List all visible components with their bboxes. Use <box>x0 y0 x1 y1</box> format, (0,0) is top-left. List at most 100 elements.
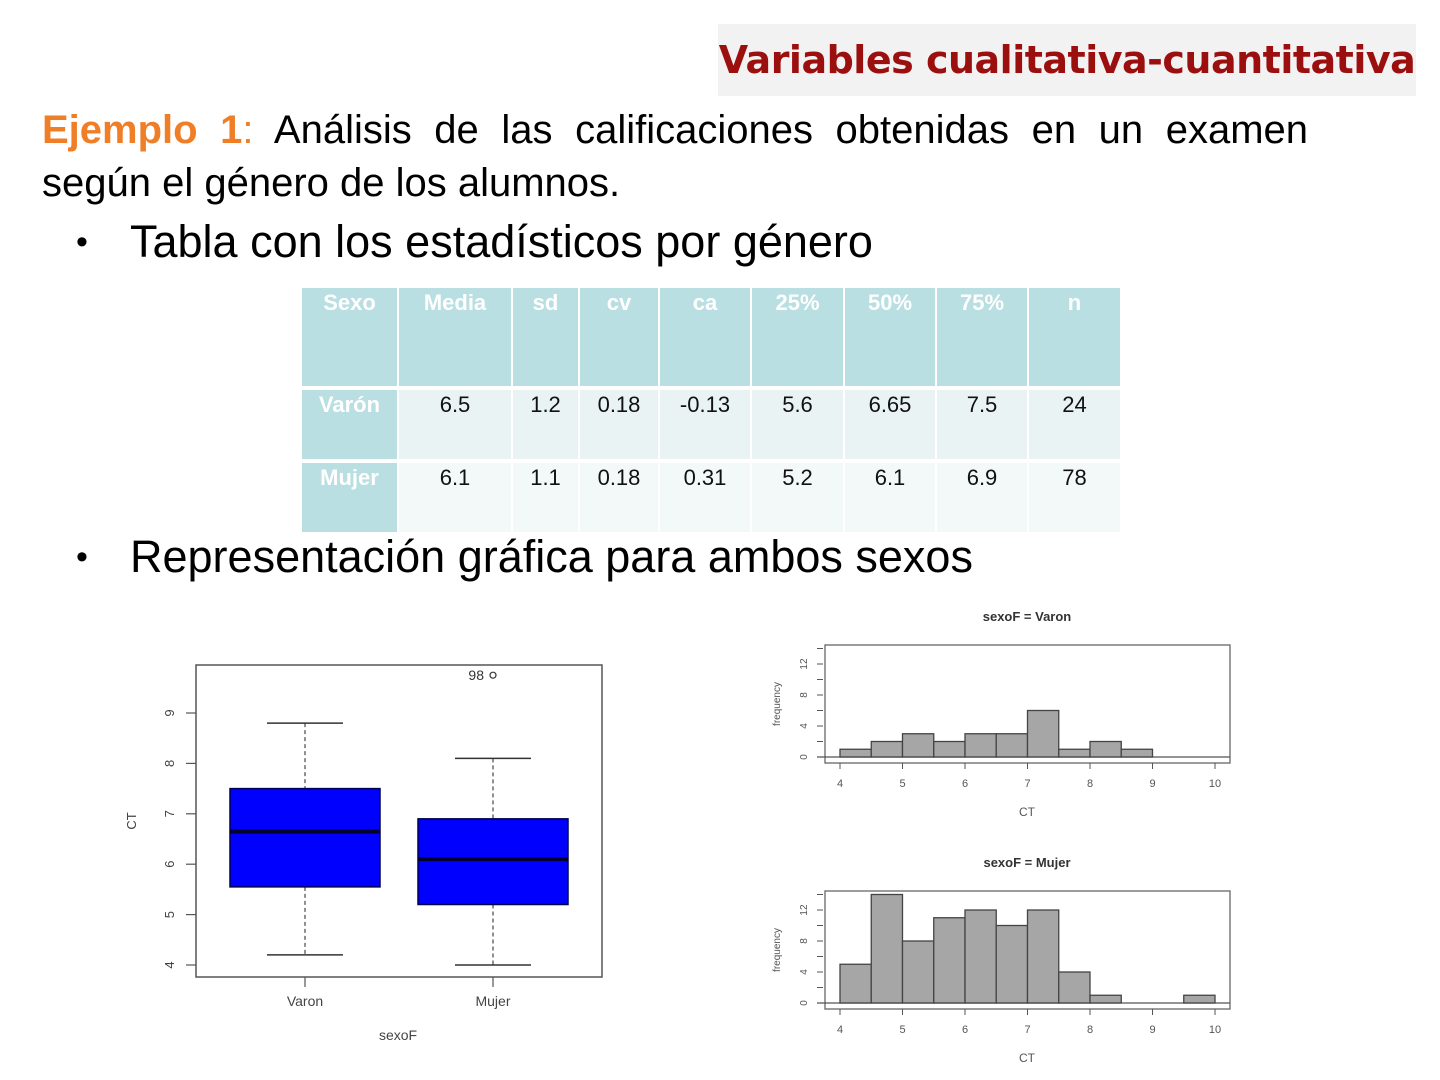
col-header-n: n <box>1029 288 1120 386</box>
y-tick-label: 6 <box>162 861 177 868</box>
col-header-cv: cv <box>580 288 658 386</box>
outlier-point <box>489 671 497 679</box>
cell-p25: 5.6 <box>752 386 843 459</box>
col-header-p50: 50% <box>845 288 935 386</box>
x-tick-label: 10 <box>1209 778 1221 790</box>
col-header-media: Media <box>399 288 511 386</box>
histogram-bar <box>995 733 1029 758</box>
cell-n: 24 <box>1029 386 1120 459</box>
cell-media: 6.1 <box>399 459 511 532</box>
histogram-varon: sexoF = Varon 0 4 8 12 frequency 4 5 6 7 8 9 10 CT <box>772 609 1231 819</box>
y-tick-label: 9 <box>162 709 177 716</box>
outlier-label: 98 <box>468 667 484 683</box>
col-header-p25: 25% <box>752 288 843 386</box>
bullet-marker: • <box>76 538 88 576</box>
histogram-bar <box>1120 748 1154 758</box>
cell-p25: 5.2 <box>752 459 843 532</box>
x-tick-label: 5 <box>899 1024 905 1036</box>
histogram-bar <box>870 893 904 1004</box>
table-row: Varón 6.5 1.2 0.18 -0.13 5.6 6.65 7.5 24 <box>302 386 1120 459</box>
y-axis-label: frequency <box>772 682 783 726</box>
stats-table: Sexo Media sd cv ca 25% 50% 75% n Varón … <box>300 288 1122 532</box>
histogram-bar <box>901 940 935 1004</box>
col-header-p75: 75% <box>937 288 1027 386</box>
bullet-table: • Tabla con los estadísticos por género <box>76 216 873 268</box>
y-axis-label: CT <box>124 812 139 829</box>
x-tick-label: 9 <box>1149 1024 1155 1036</box>
x-tick-label: 4 <box>837 1024 843 1036</box>
y-tick-label: 8 <box>162 760 177 767</box>
x-tick-label: 4 <box>837 778 843 790</box>
histogram-bar <box>933 917 966 1004</box>
x-tick-label: Mujer <box>475 993 510 1009</box>
bullet-text: Tabla con los estadísticos por género <box>130 216 873 267</box>
x-tick-label: 9 <box>1149 778 1155 790</box>
y-tick-label: 12 <box>799 658 810 670</box>
histogram-bar <box>870 740 904 758</box>
cell-cv: 0.18 <box>580 459 658 532</box>
histogram-bar <box>995 924 1029 1004</box>
y-tick-label: 8 <box>799 692 810 698</box>
cell-ca: 0.31 <box>660 459 750 532</box>
x-tick-label: 10 <box>1209 1024 1221 1036</box>
histogram-bar <box>839 963 872 1004</box>
x-axis-label: CT <box>1019 1051 1036 1065</box>
cell-n: 78 <box>1029 459 1120 532</box>
histogram-title: sexoF = Varon <box>983 609 1072 624</box>
example-separator: : <box>242 108 254 152</box>
example-description: Análisis de las calificaciones obtenidas… <box>42 108 1309 205</box>
example-label: Ejemplo 1 <box>42 108 243 152</box>
y-tick-label: 0 <box>799 1000 810 1006</box>
x-tick-label: 6 <box>962 778 968 790</box>
y-tick-label: 8 <box>799 938 810 944</box>
cell-p75: 6.9 <box>937 459 1027 532</box>
box <box>417 818 569 906</box>
cell-sexo: Varón <box>302 386 397 459</box>
col-header-sd: sd <box>513 288 578 386</box>
boxplot-chart: 4 5 6 7 8 9 CT Varon Mujer 98 sexoF <box>124 664 603 1043</box>
slide-title-banner: Variables cualitativa-cuantitativa <box>718 24 1416 96</box>
histogram-mujer: sexoF = Mujer 0 4 8 12 frequency 4 5 6 7 8 9 10 CT <box>772 855 1231 1065</box>
cell-ca: -0.13 <box>660 386 750 459</box>
histogram-bar <box>1026 709 1060 758</box>
x-tick-label: Varon <box>287 993 323 1009</box>
x-tick-label: 5 <box>899 778 905 790</box>
bullet-graphs: • Representación gráfica para ambos sexo… <box>76 531 973 583</box>
cell-cv: 0.18 <box>580 386 658 459</box>
y-tick-label: 4 <box>162 961 177 968</box>
col-header-ca: ca <box>660 288 750 386</box>
y-tick-label: 0 <box>799 754 810 760</box>
histogram-bar <box>1058 748 1091 758</box>
histogram-bar <box>964 909 997 1004</box>
histogram-bar <box>1058 971 1091 1004</box>
histogram-bar <box>1089 994 1122 1004</box>
bullet-text: Representación gráfica para ambos sexos <box>130 531 973 582</box>
bullet-marker: • <box>76 223 88 261</box>
slide-title: Variables cualitativa-cuantitativa <box>718 38 1416 82</box>
x-tick-label: 7 <box>1024 1024 1030 1036</box>
table-row: Mujer 6.1 1.1 0.18 0.31 5.2 6.1 6.9 78 <box>302 459 1120 532</box>
table-header-row: Sexo Media sd cv ca 25% 50% 75% n <box>302 288 1120 386</box>
x-tick-label: 8 <box>1087 778 1093 790</box>
example-intro: Ejemplo 1: Análisis de las calificacione… <box>42 104 1308 210</box>
histogram-bar <box>1183 994 1216 1004</box>
cell-media: 6.5 <box>399 386 511 459</box>
y-tick-label: 5 <box>162 911 177 918</box>
cell-sexo: Mujer <box>302 459 397 532</box>
col-header-sexo: Sexo <box>302 288 397 386</box>
x-tick-label: 7 <box>1024 778 1030 790</box>
y-tick-label: 4 <box>799 723 810 729</box>
y-axis-label: frequency <box>772 928 783 972</box>
histogram-bar <box>933 740 966 758</box>
box <box>229 787 381 888</box>
y-tick-label: 12 <box>799 904 810 916</box>
y-tick-label: 7 <box>162 810 177 817</box>
x-tick-label: 6 <box>962 1024 968 1036</box>
histogram-bar <box>1026 909 1060 1004</box>
cell-p75: 7.5 <box>937 386 1027 459</box>
x-tick-label: 8 <box>1087 1024 1093 1036</box>
y-tick-label: 4 <box>799 969 810 975</box>
histogram-title: sexoF = Mujer <box>983 855 1070 870</box>
cell-sd: 1.2 <box>513 386 578 459</box>
